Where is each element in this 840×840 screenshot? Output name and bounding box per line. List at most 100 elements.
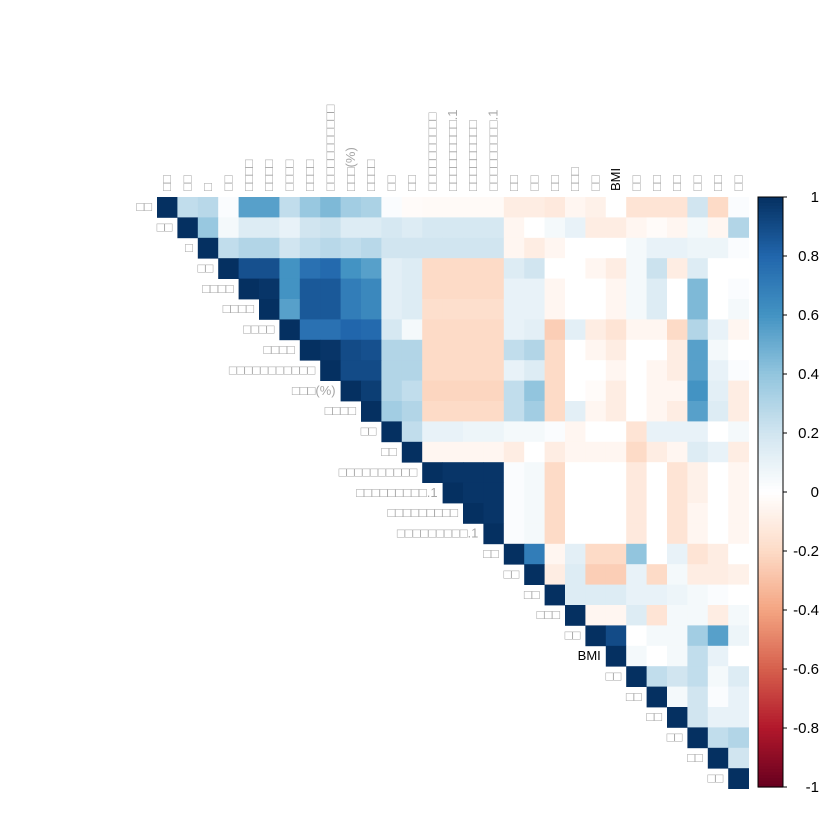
colorbar-segment <box>758 232 783 236</box>
heatmap-cell <box>667 645 688 667</box>
heatmap-cell <box>728 707 749 728</box>
heatmap-cell <box>483 421 505 443</box>
colorbar-segment <box>758 247 783 251</box>
colorbar-segment <box>758 264 783 269</box>
heatmap-cell <box>585 237 607 259</box>
heatmap-cell <box>585 584 607 606</box>
heatmap-cell <box>728 564 749 585</box>
colorbar-segment <box>758 725 783 729</box>
colorbar-segment <box>758 503 783 508</box>
colorbar-segment <box>758 323 783 328</box>
heatmap-cell <box>361 278 382 300</box>
heatmap-cell <box>299 258 321 279</box>
heatmap-cell <box>728 645 749 667</box>
heatmap-cell <box>728 727 749 749</box>
colorbar-segment <box>758 474 783 478</box>
heatmap-cell <box>218 197 239 218</box>
colorbar-segment <box>758 674 783 679</box>
colorbar-segment <box>758 595 783 599</box>
colorbar-segment <box>758 751 783 756</box>
colorbar-segment <box>758 456 783 461</box>
row-label: □□□□□□□□□.1 <box>397 526 479 541</box>
heatmap-cell <box>442 339 464 361</box>
colorbar-segment <box>758 515 783 520</box>
heatmap-cell <box>503 299 525 320</box>
heatmap-cell <box>605 299 627 320</box>
heatmap-cell <box>544 319 566 341</box>
heatmap-cell <box>605 339 627 361</box>
heatmap-cell <box>605 503 627 524</box>
colorbar-segment <box>758 739 783 744</box>
heatmap-cell <box>483 360 505 381</box>
heatmap-cell <box>503 421 525 443</box>
heatmap-cell <box>422 217 443 239</box>
heatmap-cell <box>238 237 260 259</box>
heatmap-cell <box>667 462 688 483</box>
column-label: □□□□ <box>241 159 256 191</box>
heatmap-cell <box>565 564 586 585</box>
heatmap-cell <box>667 421 688 443</box>
column-label: □□ <box>220 175 235 191</box>
heatmap-cell <box>197 197 219 218</box>
colorbar-tick-label: 0.8 <box>798 248 819 265</box>
column-label: □□ <box>506 175 521 191</box>
heatmap-cell <box>381 237 403 259</box>
heatmap-cell <box>442 278 464 300</box>
colorbar-segment <box>758 733 783 738</box>
heatmap-cell <box>646 462 668 483</box>
heatmap-cell <box>544 258 566 279</box>
colorbar-segment <box>758 577 783 582</box>
heatmap-cell <box>707 237 729 259</box>
colorbar-segment <box>758 359 783 363</box>
heatmap-cell <box>259 237 280 259</box>
heatmap-cell <box>585 258 607 279</box>
heatmap-cell <box>605 482 627 504</box>
heatmap-cell <box>442 421 464 443</box>
heatmap-cell <box>279 319 301 341</box>
heatmap-cell <box>707 482 729 504</box>
colorbar-segment <box>758 226 783 231</box>
colorbar-segment <box>758 273 783 278</box>
heatmap-cell <box>605 197 627 218</box>
heatmap-cell <box>442 217 464 239</box>
colorbar-segment <box>758 368 783 372</box>
colorbar-segment <box>758 671 783 676</box>
heatmap-cell <box>646 645 668 667</box>
colorbar-segment <box>758 223 783 228</box>
heatmap-cell <box>667 482 688 504</box>
heatmap-cell <box>320 197 341 218</box>
heatmap-cell <box>707 299 729 320</box>
colorbar-segment <box>758 477 783 481</box>
row-label: □ <box>185 240 193 255</box>
colorbar-segment <box>758 574 783 579</box>
heatmap-cell <box>442 237 464 259</box>
colorbar-segment <box>758 394 783 399</box>
colorbar-segment <box>758 388 783 393</box>
heatmap-cell <box>707 543 729 565</box>
heatmap-cell <box>605 625 627 647</box>
heatmap-cell <box>544 360 566 381</box>
colorbar-segment <box>758 701 783 705</box>
heatmap-cell <box>646 278 668 300</box>
heatmap-cell <box>585 278 607 300</box>
heatmap-cell <box>524 441 545 463</box>
heatmap-cell <box>320 258 341 279</box>
colorbar-segment <box>758 492 783 496</box>
heatmap-cell <box>728 217 749 239</box>
heatmap-cell <box>565 319 586 341</box>
heatmap-cell <box>238 258 260 279</box>
heatmap-cell <box>626 523 647 545</box>
colorbar-segment <box>758 669 783 673</box>
row-label: □□□□ <box>202 281 234 296</box>
heatmap-cell <box>442 299 464 320</box>
heatmap-cell <box>340 278 362 300</box>
heatmap-cell <box>687 727 709 749</box>
heatmap-cell <box>646 299 668 320</box>
colorbar-segment <box>758 306 783 310</box>
colorbar-segment <box>758 285 783 290</box>
heatmap-cell <box>626 605 647 626</box>
row-label: □□ <box>707 770 723 785</box>
heatmap-cell <box>218 237 239 259</box>
heatmap-cell <box>463 401 484 422</box>
colorbar-segment <box>758 412 783 416</box>
